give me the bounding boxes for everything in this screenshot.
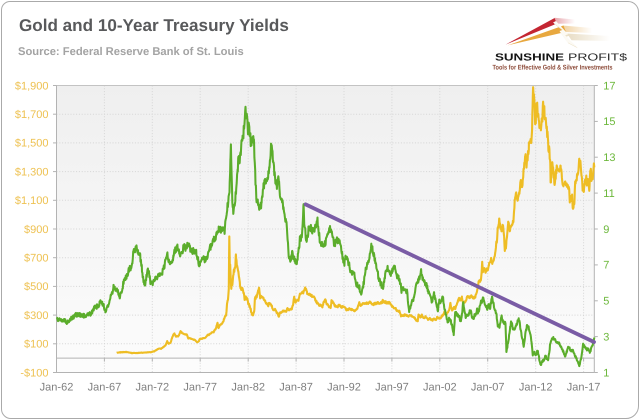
svg-text:$1,900: $1,900 bbox=[15, 80, 49, 92]
svg-text:11: 11 bbox=[603, 188, 614, 200]
svg-text:$1,300: $1,300 bbox=[15, 166, 49, 178]
svg-text:-$100: -$100 bbox=[20, 367, 48, 379]
svg-text:Jan-17: Jan-17 bbox=[567, 382, 601, 394]
svg-text:$300: $300 bbox=[24, 310, 48, 322]
svg-text:Jan-67: Jan-67 bbox=[88, 382, 122, 394]
svg-text:15: 15 bbox=[603, 116, 615, 128]
svg-text:Jan-97: Jan-97 bbox=[375, 382, 409, 394]
svg-text:13: 13 bbox=[603, 152, 615, 164]
svg-text:Jan-87: Jan-87 bbox=[279, 382, 313, 394]
svg-text:$1,100: $1,100 bbox=[15, 195, 49, 207]
svg-text:5: 5 bbox=[603, 296, 609, 308]
svg-text:Jan-12: Jan-12 bbox=[519, 382, 553, 394]
svg-text:3: 3 bbox=[603, 331, 609, 343]
svg-text:$700: $700 bbox=[24, 253, 48, 265]
svg-text:Jan-77: Jan-77 bbox=[183, 382, 217, 394]
svg-text:1: 1 bbox=[603, 367, 609, 379]
svg-text:Jan-62: Jan-62 bbox=[40, 382, 74, 394]
svg-text:17: 17 bbox=[603, 80, 615, 92]
svg-text:Jan-82: Jan-82 bbox=[231, 382, 265, 394]
svg-text:$900: $900 bbox=[24, 224, 48, 236]
svg-text:Jan-72: Jan-72 bbox=[135, 382, 169, 394]
svg-text:Tools for Effective Gold & Sil: Tools for Effective Gold & Silver Invest… bbox=[493, 65, 613, 72]
svg-text:$1,700: $1,700 bbox=[15, 109, 49, 121]
svg-text:$100: $100 bbox=[24, 339, 48, 351]
svg-text:$500: $500 bbox=[24, 281, 48, 293]
svg-text:Jan-02: Jan-02 bbox=[423, 382, 457, 394]
svg-text:$1,500: $1,500 bbox=[15, 138, 49, 150]
svg-text:SUNSHINE: SUNSHINE bbox=[495, 53, 564, 64]
svg-text:Jan-07: Jan-07 bbox=[471, 382, 505, 394]
svg-text:9: 9 bbox=[603, 224, 609, 236]
svg-text:PROFIT$: PROFIT$ bbox=[568, 53, 627, 64]
svg-text:7: 7 bbox=[603, 260, 609, 272]
svg-text:Jan-92: Jan-92 bbox=[327, 382, 361, 394]
